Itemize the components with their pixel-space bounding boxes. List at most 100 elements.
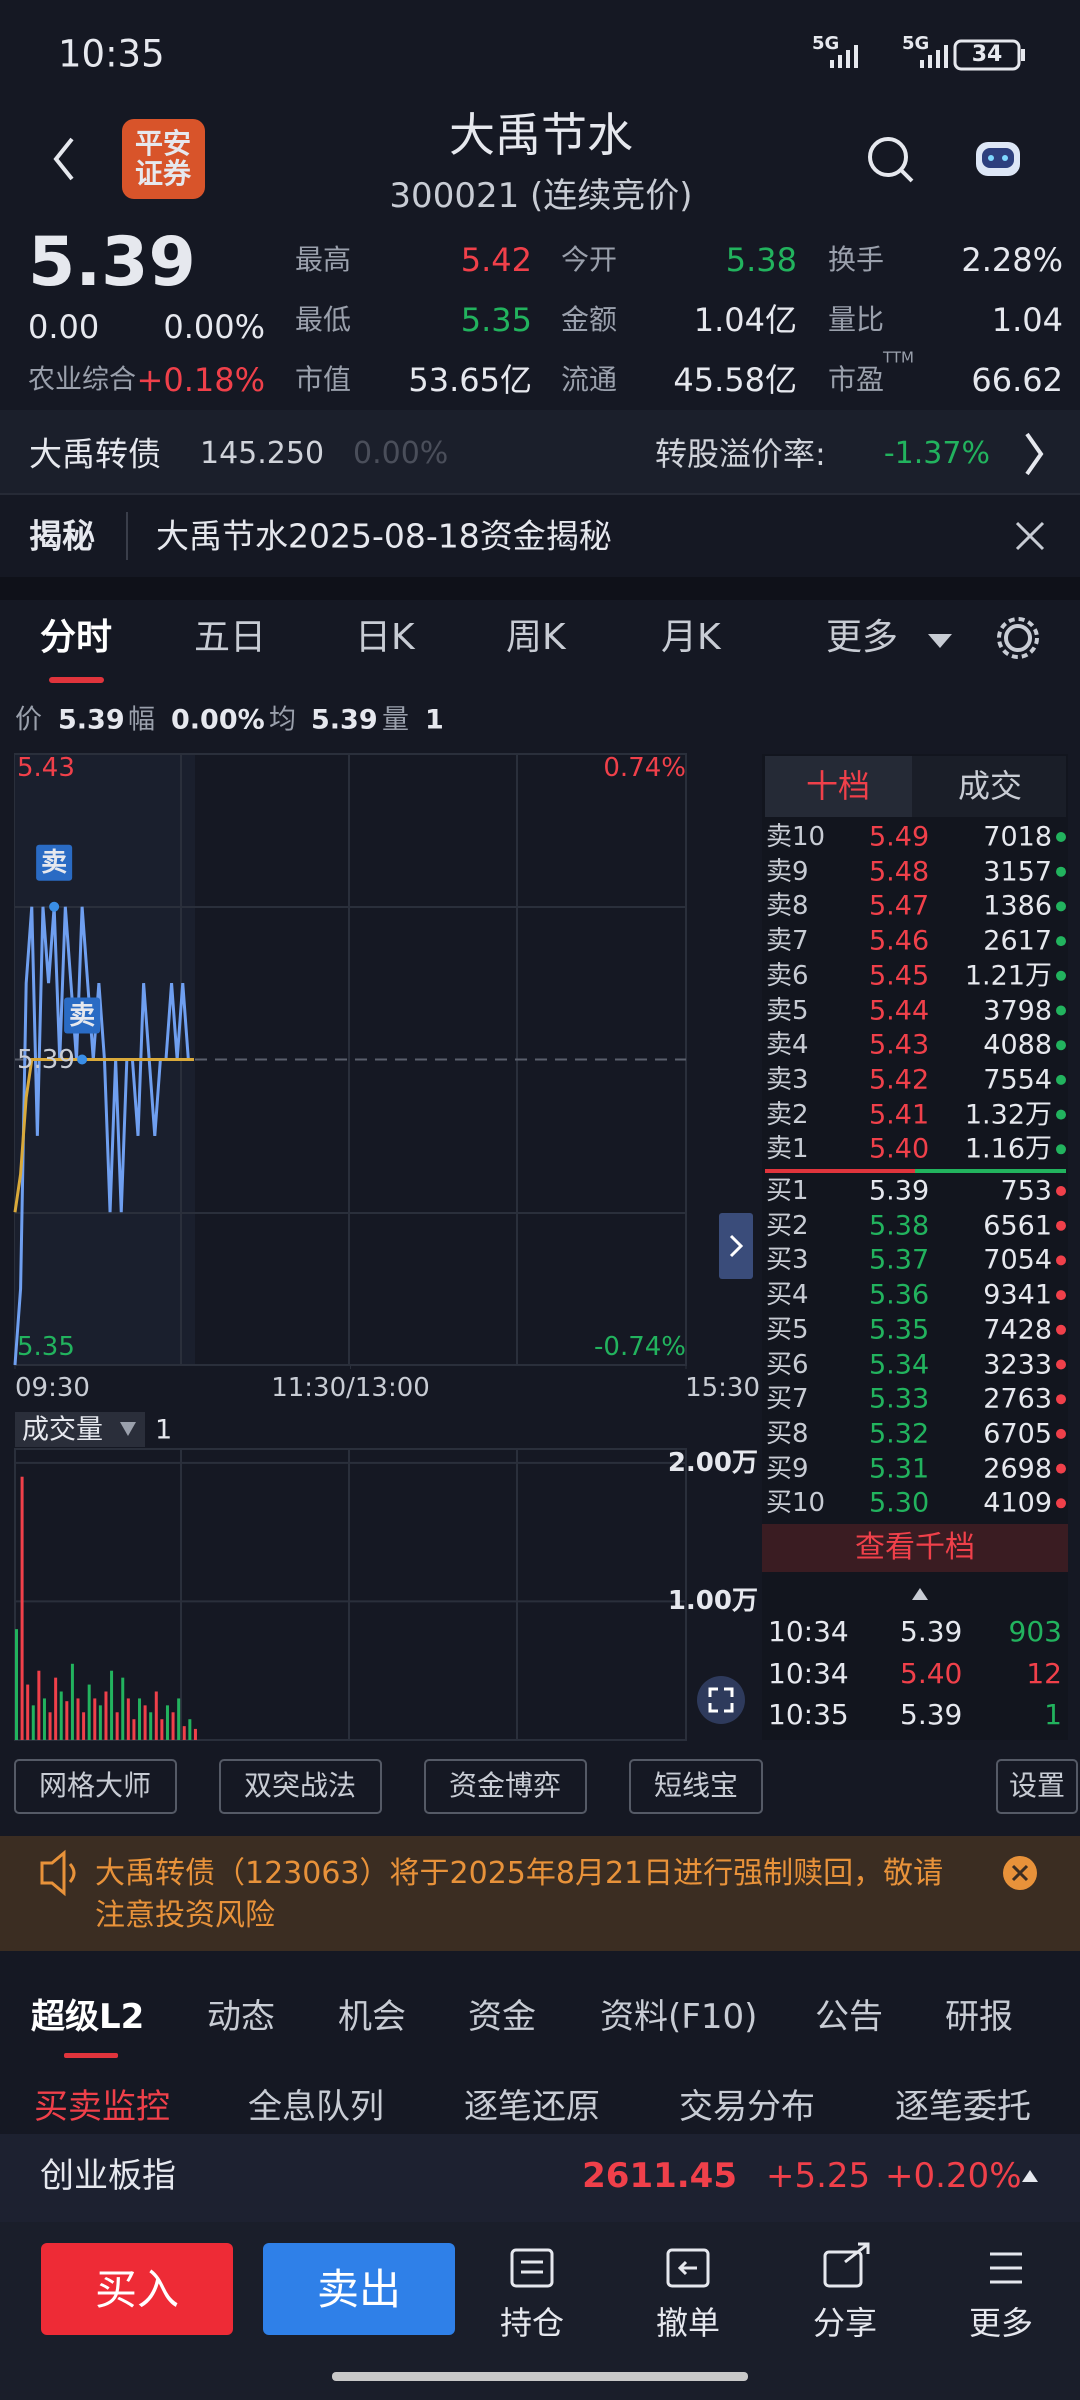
book-dot	[1056, 1428, 1066, 1439]
book-tab[interactable]: 成交	[957, 767, 1023, 805]
section-tab[interactable]: 机会	[338, 1997, 406, 2037]
sub-tab[interactable]: 逐笔委托	[895, 2087, 1031, 2127]
section-tab[interactable]: 资料(F10)	[600, 1997, 758, 2037]
volume-bar	[54, 1677, 58, 1740]
book-tab[interactable]: 十档	[805, 767, 871, 805]
book-level: 买9	[766, 1453, 809, 1484]
section-tab[interactable]: 超级L2	[31, 1997, 145, 2037]
stat-label: 市盈	[828, 363, 885, 396]
book-price: 5.49	[869, 821, 930, 853]
trade-price: 5.39	[900, 1615, 963, 1648]
volume-bar	[104, 1691, 108, 1740]
chart-tab[interactable]: 五日	[194, 617, 267, 658]
sub-tab[interactable]: 逐笔还原	[464, 2087, 600, 2127]
y2-tick-label: -0.74%	[594, 1332, 686, 1362]
book-price: 5.46	[869, 925, 930, 957]
book-level: 买7	[766, 1384, 809, 1415]
chart-tab[interactable]: 分时	[40, 617, 113, 658]
action-label[interactable]: 分享	[812, 2304, 878, 2342]
book-dot	[1056, 866, 1066, 877]
book-level: 卖4	[766, 1030, 809, 1061]
book-volume: 753	[1000, 1175, 1052, 1207]
book-dot	[1056, 936, 1066, 947]
trade-price: 5.40	[900, 1656, 963, 1690]
book-price: 5.36	[869, 1279, 930, 1311]
broker-logo: 平安	[134, 127, 192, 160]
book-price: 5.42	[869, 1064, 930, 1096]
book-volume: 3233	[983, 1349, 1052, 1380]
section-tab[interactable]: 资金	[468, 1997, 536, 2037]
section-tab[interactable]: 公告	[815, 1997, 883, 2037]
stat-label: 换手	[828, 243, 885, 276]
trade-marker	[49, 901, 60, 912]
info: 价	[15, 704, 42, 736]
sub-tab[interactable]: 交易分布	[679, 2087, 815, 2127]
stat-label: 今开	[561, 243, 618, 276]
premium-label: 转股溢价率:	[655, 435, 826, 473]
info: 5.39	[58, 704, 125, 736]
action-label[interactable]: 持仓	[499, 2304, 565, 2342]
book-dot	[1056, 1074, 1066, 1085]
volume-bar	[160, 1719, 164, 1740]
section-tab[interactable]: 动态	[207, 1997, 275, 2037]
book-volume: 6705	[983, 1418, 1052, 1450]
sub-tab[interactable]: 买卖监控	[34, 2087, 170, 2127]
book-dot	[1056, 1186, 1066, 1196]
volume-bar	[20, 1476, 24, 1740]
stat-label: 最高	[295, 243, 352, 276]
tool-button[interactable]: 网格大师	[38, 1769, 152, 1802]
network: 5G	[812, 33, 840, 54]
book-dot	[1056, 1463, 1066, 1474]
volume-bar	[121, 1677, 125, 1740]
view-more[interactable]: 查看千档	[855, 1530, 975, 1565]
stat-label: 最低	[295, 303, 352, 336]
sell-label[interactable]: 卖出	[316, 2265, 402, 2314]
book-dot	[1056, 1498, 1066, 1509]
tool-button[interactable]: 双突战法	[243, 1769, 357, 1802]
sub-tab[interactable]: 全息队列	[248, 2087, 384, 2127]
action-label[interactable]: 撤单	[655, 2304, 721, 2342]
volume-bar	[138, 1698, 142, 1740]
trade-volume: 1	[1044, 1698, 1062, 1731]
volume-tick-label: 1.00万	[667, 1586, 758, 1617]
book-level: 卖1	[766, 1134, 809, 1165]
buy-label[interactable]: 买入	[94, 2265, 180, 2314]
buy-button[interactable]	[41, 2243, 233, 2335]
book-price: 5.34	[869, 1349, 930, 1380]
tool-button[interactable]: 资金博弈	[448, 1769, 562, 1802]
stock-title: 大禹节水	[449, 108, 633, 162]
book-volume: 7018	[983, 821, 1052, 853]
book-dot	[1056, 1324, 1066, 1335]
trade-volume: 12	[1026, 1656, 1062, 1690]
x-tick-label: 09:30	[15, 1373, 90, 1403]
tool-button[interactable]: 短线宝	[653, 1769, 739, 1802]
trade-marker-box	[64, 997, 101, 1034]
stat-value: 5.38	[725, 241, 797, 279]
chart-tab[interactable]: 日K	[355, 617, 415, 658]
volume-bar	[37, 1670, 41, 1740]
x-tick-label: 15:30	[685, 1373, 760, 1403]
book-dot	[1056, 1040, 1066, 1051]
volume-bar	[82, 1712, 86, 1740]
notice: 大禹转债（123063）将于2025年8月21日进行强制赎回，敬请注意投资风险	[95, 1856, 944, 1933]
book-level: 买2	[766, 1210, 809, 1241]
change-pct: 0.00%	[163, 308, 265, 346]
y-tick-label: 5.39	[17, 1044, 75, 1075]
volume-bar	[177, 1698, 181, 1740]
chart-tab[interactable]: 月K	[661, 617, 721, 658]
book-volume: 3798	[983, 995, 1052, 1026]
reveal-text[interactable]: 大禹节水2025-08-18资金揭秘	[156, 516, 612, 556]
book-volume: 7554	[983, 1064, 1052, 1096]
section-tab[interactable]: 研报	[945, 1997, 1013, 2037]
trade-marker-label: 卖	[69, 1000, 96, 1031]
book-volume: 3157	[983, 856, 1052, 888]
sell-button[interactable]	[263, 2243, 455, 2335]
chart-tab[interactable]: 周K	[506, 617, 566, 658]
book-dot	[1056, 1220, 1066, 1231]
action-label[interactable]: 更多	[968, 2304, 1034, 2342]
premium-value: -1.37%	[883, 436, 990, 471]
chart-tab[interactable]: 更多	[826, 617, 899, 658]
volume-bar	[143, 1705, 147, 1740]
tool-button[interactable]: 设置	[1008, 1769, 1066, 1802]
